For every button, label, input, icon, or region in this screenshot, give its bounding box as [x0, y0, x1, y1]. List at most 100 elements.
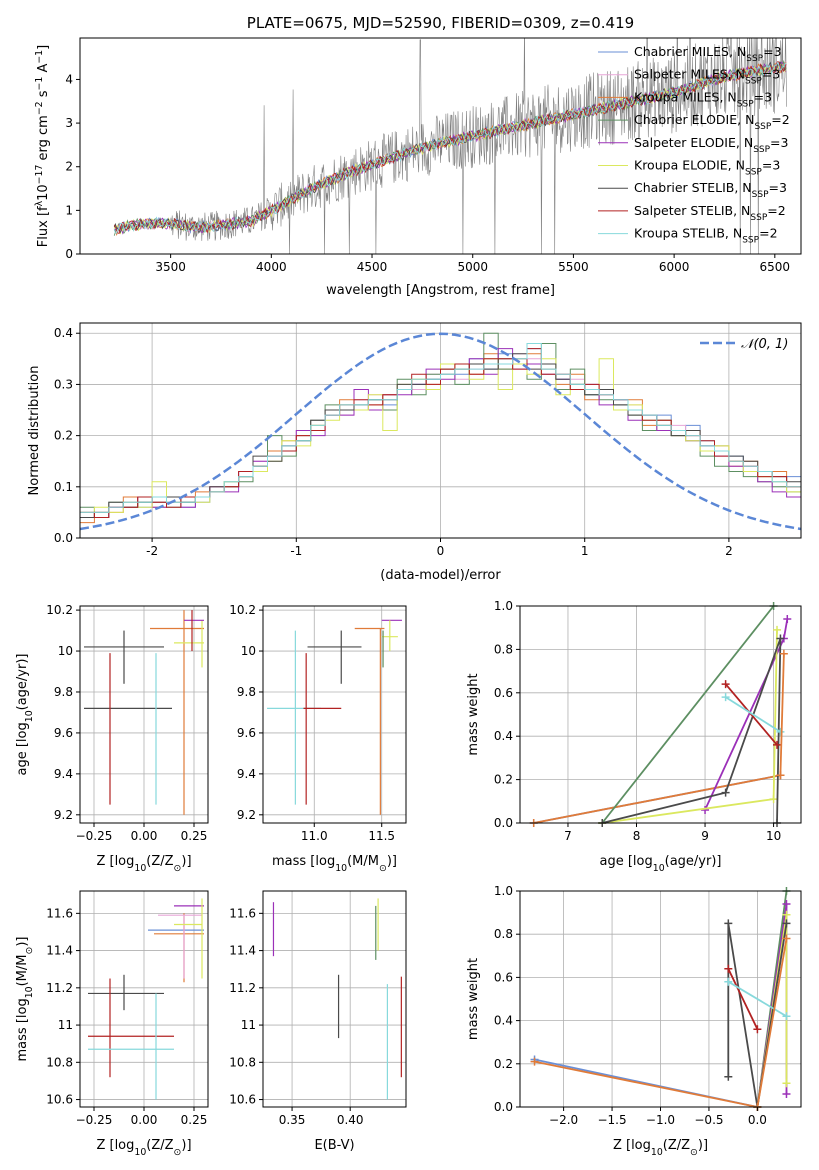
x-tick-label: 0	[437, 544, 445, 558]
x-axis-label: (data-model)/error	[380, 568, 501, 583]
x-axis-label-part: (M/M	[347, 854, 379, 869]
legend-nssp-prefix: , N	[736, 135, 753, 150]
y-tick-label: 10.2	[229, 603, 256, 617]
y-tick-label: 9.2	[54, 808, 73, 822]
legend-entry: Salpeter ELODIE, NSSP=3	[634, 135, 788, 155]
axes-age-vs-mass	[263, 606, 406, 823]
weight-marker	[776, 634, 785, 643]
legend-nssp-eq: =	[763, 44, 773, 59]
y-tick-label: 0.6	[494, 970, 513, 984]
y-tick-label: 10.8	[229, 1055, 256, 1069]
frame-mass-vs-Z	[76, 890, 209, 1111]
legend-entry: Kroupa STELIB, NSSP=2	[634, 226, 778, 246]
x-axis-label-part: Z [log	[613, 1138, 651, 1153]
weight-line	[727, 968, 759, 1030]
legend-nssp-sub: SSP	[742, 236, 759, 246]
legend-entry: 𝒩(0, 1)	[741, 337, 788, 352]
y-tick-label: 2	[65, 160, 73, 174]
y-axis-label-part: Flux [f	[36, 206, 51, 247]
legend-nssp-prefix: , N	[728, 158, 745, 173]
x-axis-label-part: )]	[387, 854, 397, 869]
x-tick-label: 2	[725, 544, 733, 558]
y-axis-label-part: mass [log	[15, 998, 30, 1061]
weight-line	[779, 653, 785, 776]
y-tick-label: 0.0	[54, 531, 73, 545]
frame-weight-vs-Z	[516, 890, 802, 1111]
y-tick-label: 10	[241, 644, 256, 658]
weight-marker	[724, 919, 733, 928]
legend-entry: Salpeter STELIB, NSSP=2	[634, 203, 786, 223]
y-axis-label-part: (age/yr)]	[15, 654, 30, 711]
x-axis-label-part: )]	[181, 1138, 191, 1153]
x-tick-label: 6500	[760, 260, 791, 274]
x-tick-label: 0.25	[181, 1113, 208, 1127]
legend-nssp-value: 2	[782, 112, 790, 127]
legend-nssp-value: 3	[774, 44, 782, 59]
y-tick-label: 9.4	[54, 767, 73, 781]
y-axis-label-part: −1	[34, 50, 45, 64]
x-tick-label: -1	[290, 544, 302, 558]
y-axis-label: mass [log10(M/M⊙)]	[15, 937, 35, 1062]
x-axis-label-part: (Z/Z	[663, 1138, 690, 1153]
legend-nssp-sub: SSP	[746, 54, 763, 64]
y-axis-label-part: A	[36, 64, 51, 77]
x-axis-label-part: ⊙	[690, 1147, 698, 1158]
y-axis-label: mass weight	[466, 958, 481, 1040]
x-tick-label: 5500	[558, 260, 589, 274]
x-axis-label-part: 10	[134, 1147, 146, 1158]
axes-weight-vs-age	[520, 605, 801, 824]
legend-nssp-sub: SSP	[752, 190, 769, 200]
y-tick-label: 9.6	[54, 726, 73, 740]
legend-nssp-eq: =	[771, 112, 781, 127]
y-tick-label: 3	[65, 116, 73, 130]
weight-marker	[776, 727, 785, 736]
legend-nssp-prefix: , N	[734, 180, 751, 195]
weight-marker	[701, 805, 710, 814]
y-axis-label-part: age [log	[15, 722, 30, 775]
legend-nssp-value: 3	[779, 180, 787, 195]
weight-marker	[721, 788, 730, 797]
y-tick-label: 0.6	[494, 686, 513, 700]
weight-line	[724, 683, 778, 746]
legend-nssp-prefix: , N	[733, 203, 750, 218]
legend-nssp-value: 2	[770, 226, 778, 241]
legend-name: Salpeter STELIB	[634, 203, 733, 218]
legend-nssp-eq: =	[770, 135, 780, 150]
y-tick-label: 10	[58, 644, 73, 658]
x-axis-label-part: ⊙	[174, 1147, 182, 1158]
y-tick-label: 1.0	[494, 884, 513, 898]
legend-nssp-prefix: , N	[725, 226, 742, 241]
y-tick-label: 11.2	[46, 981, 73, 995]
weight-marker	[782, 1090, 791, 1099]
y-axis-label: mass weight	[466, 673, 481, 755]
weight-line	[601, 606, 775, 823]
y-tick-label: 0.4	[54, 326, 73, 340]
legend-entry: Chabrier STELIB, NSSP=3	[634, 180, 787, 200]
x-axis-label: age [log10(age/yr)]	[600, 854, 722, 874]
y-axis-label-part: erg cm	[36, 115, 51, 164]
legend-name: Salpeter MILES	[634, 67, 728, 82]
weight-marker	[724, 964, 733, 973]
x-tick-label: 11.0	[301, 829, 328, 843]
x-axis-label-part: ⊙	[174, 863, 182, 874]
legend-nssp-value: 2	[778, 203, 786, 218]
legend-name: Chabrier ELODIE	[634, 112, 737, 127]
spectrum-data-line	[114, 38, 787, 254]
x-axis-label: wavelength [Angstrom, rest frame]	[326, 283, 555, 298]
y-tick-label: 9.2	[237, 808, 256, 822]
axes-mass-vs-Z	[80, 891, 208, 1107]
weight-line	[756, 938, 788, 1107]
x-axis-label-part: ⊙	[379, 863, 387, 874]
weight-marker	[776, 771, 785, 780]
y-tick-label: 10.6	[229, 1093, 256, 1107]
x-tick-label: 0.00	[131, 1113, 158, 1127]
x-tick-label: 0.00	[131, 829, 158, 843]
plot-frame	[519, 605, 802, 824]
y-tick-label: 0.0	[494, 1100, 513, 1114]
weight-marker	[779, 649, 788, 658]
y-tick-label: 4	[65, 72, 73, 86]
y-tick-label: 0.2	[494, 1057, 513, 1071]
y-tick-label: 11	[58, 1018, 73, 1032]
x-tick-label: −0.5	[694, 1113, 723, 1127]
